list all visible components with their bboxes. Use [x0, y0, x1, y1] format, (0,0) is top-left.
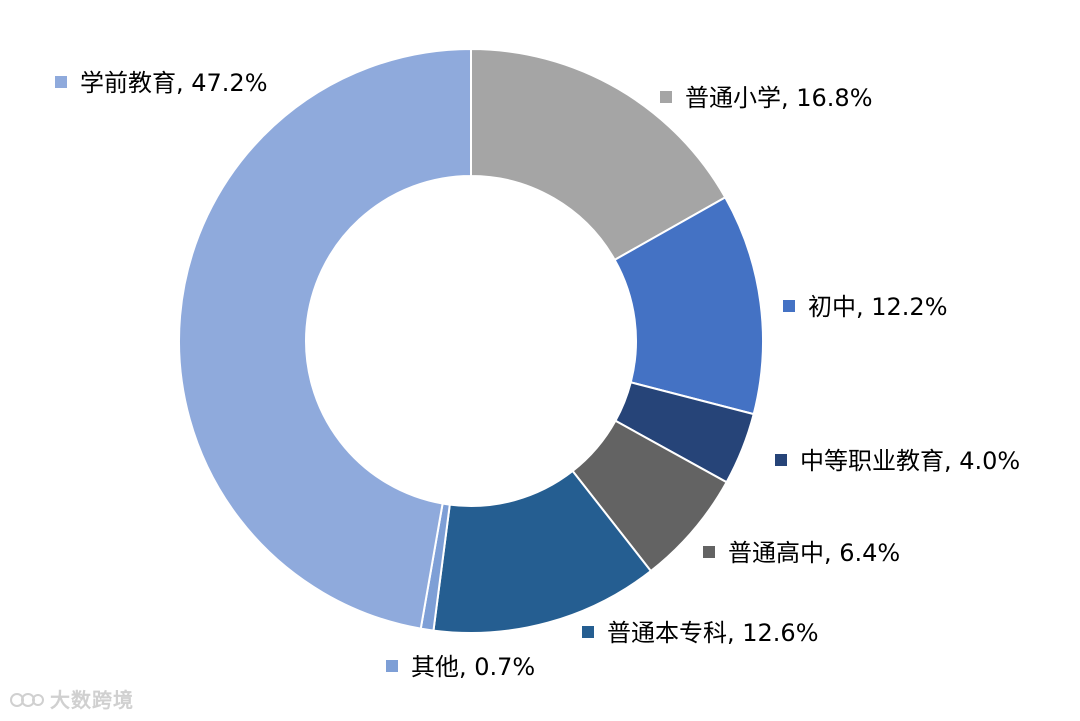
legend-marker [582, 626, 594, 638]
legend-label: 其他, 0.7% [411, 653, 535, 681]
legend-marker [703, 546, 715, 558]
legend-item: 其他, 0.7% [386, 653, 535, 681]
legend-marker [775, 454, 787, 466]
legend-marker [660, 91, 672, 103]
legend-marker [55, 76, 67, 88]
watermark-text: 大数跨境 [50, 688, 134, 712]
watermark: 大数跨境 [10, 684, 134, 713]
legend-item: 学前教育, 47.2% [55, 69, 268, 97]
watermark-logo-icon [10, 692, 44, 707]
legend-label: 学前教育, 47.2% [80, 69, 268, 97]
legend-item: 普通本专科, 12.6% [582, 619, 819, 647]
legend-label: 普通小学, 16.8% [685, 84, 873, 112]
legend-item: 初中, 12.2% [783, 293, 948, 321]
legend-label: 普通高中, 6.4% [728, 539, 900, 567]
legend-label: 中等职业教育, 4.0% [800, 447, 1020, 475]
legend-marker [783, 300, 795, 312]
legend-item: 普通高中, 6.4% [703, 539, 900, 567]
legend-label: 普通本专科, 12.6% [607, 619, 819, 647]
legend-label: 初中, 12.2% [808, 293, 948, 321]
legend-item: 中等职业教育, 4.0% [775, 447, 1020, 475]
legend-group: 普通小学, 16.8% 初中, 12.2% 中等职业教育, 4.0% 普通高中, 6.… [55, 69, 1020, 681]
slice-1 [470, 47, 727, 262]
slice-7 [178, 47, 472, 630]
slices-group [178, 47, 764, 634]
legend-marker [386, 660, 398, 672]
legend-item: 普通小学, 16.8% [660, 84, 873, 112]
